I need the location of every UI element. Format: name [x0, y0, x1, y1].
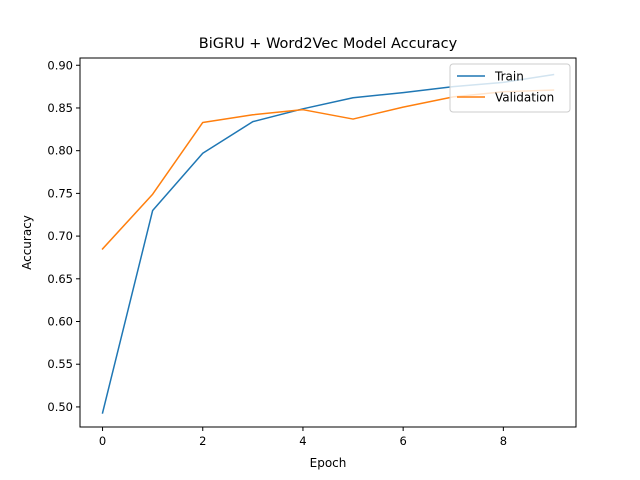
y-tick-label: 0.65 [47, 272, 73, 286]
y-tick-label: 0.60 [47, 315, 73, 329]
y-tick-label: 0.55 [47, 357, 73, 371]
y-tick-label: 0.90 [47, 58, 73, 72]
x-axis-label: Epoch [310, 456, 347, 470]
legend-label-validation: Validation [495, 91, 554, 105]
x-tick-label: 6 [399, 434, 406, 448]
y-tick-label: 0.75 [47, 186, 73, 200]
y-tick-label: 0.50 [47, 400, 73, 414]
y-tick-label: 0.70 [47, 229, 73, 243]
legend: Train Validation [449, 63, 571, 113]
plot-area [80, 58, 576, 427]
x-tick-label: 8 [500, 434, 507, 448]
y-tick-label: 0.85 [47, 101, 73, 115]
plot-background [80, 58, 576, 427]
legend-label-train: Train [494, 70, 524, 84]
x-tick-label: 2 [199, 434, 206, 448]
x-tick-label: 0 [99, 434, 106, 448]
y-axis-label: Accuracy [20, 215, 34, 270]
y-tick-label: 0.80 [47, 144, 73, 158]
x-axis: 0 2 4 6 8 [99, 427, 507, 448]
chart-title: BiGRU + Word2Vec Model Accuracy [199, 36, 458, 52]
plot-frame [79, 57, 577, 428]
y-axis: 0.50 0.55 0.60 0.65 0.70 0.75 0.80 0.85 0.90 [47, 58, 80, 414]
x-tick-label: 4 [299, 434, 306, 448]
